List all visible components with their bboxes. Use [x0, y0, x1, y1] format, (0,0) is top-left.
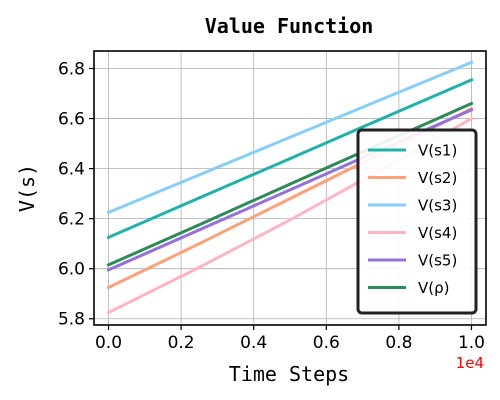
x-tick-label: 0.2: [168, 333, 195, 353]
y-tick-label: 6.2: [58, 210, 85, 230]
x-tick-label: 1.0: [458, 333, 485, 353]
y-tick-label: 6.8: [58, 60, 85, 80]
plot-frame: [93, 50, 487, 326]
legend-label: V(ρ): [418, 279, 450, 297]
series-line-1: [106, 77, 474, 240]
y-tick-label: 5.8: [58, 310, 85, 330]
legend-label: V(s5): [418, 252, 457, 270]
legend-label: V(s1): [418, 142, 457, 160]
x-tick-label: 0.0: [95, 333, 122, 353]
x-axis-offset-label: 1e4: [456, 354, 484, 372]
x-tick-label: 0.6: [313, 333, 340, 353]
y-tick-label: 6.4: [58, 160, 85, 180]
legend-label: V(s4): [418, 224, 457, 242]
chart-title: Value Function: [205, 14, 374, 38]
legend-label: V(s3): [418, 197, 457, 215]
x-tick-label: 0.8: [385, 333, 412, 353]
y-tick-label: 6.0: [58, 260, 85, 280]
legend-label: V(s2): [418, 169, 457, 187]
x-tick-label: 0.4: [240, 333, 267, 353]
legend: V(s1) V(s2) V(s3) V(s4) V(s5) V(ρ): [356, 128, 478, 315]
y-tick-label: 6.6: [58, 110, 85, 130]
y-axis-label: V(s): [15, 164, 39, 212]
legend-box: [356, 128, 478, 315]
x-axis-label: Time Steps: [229, 362, 349, 386]
axis-ticks: 0.0 0.2 0.4 0.6 0.8 1.0 5.8 6.0 6.2 6.4 6.6 6.8: [58, 60, 485, 353]
series-line-3: [106, 60, 474, 215]
